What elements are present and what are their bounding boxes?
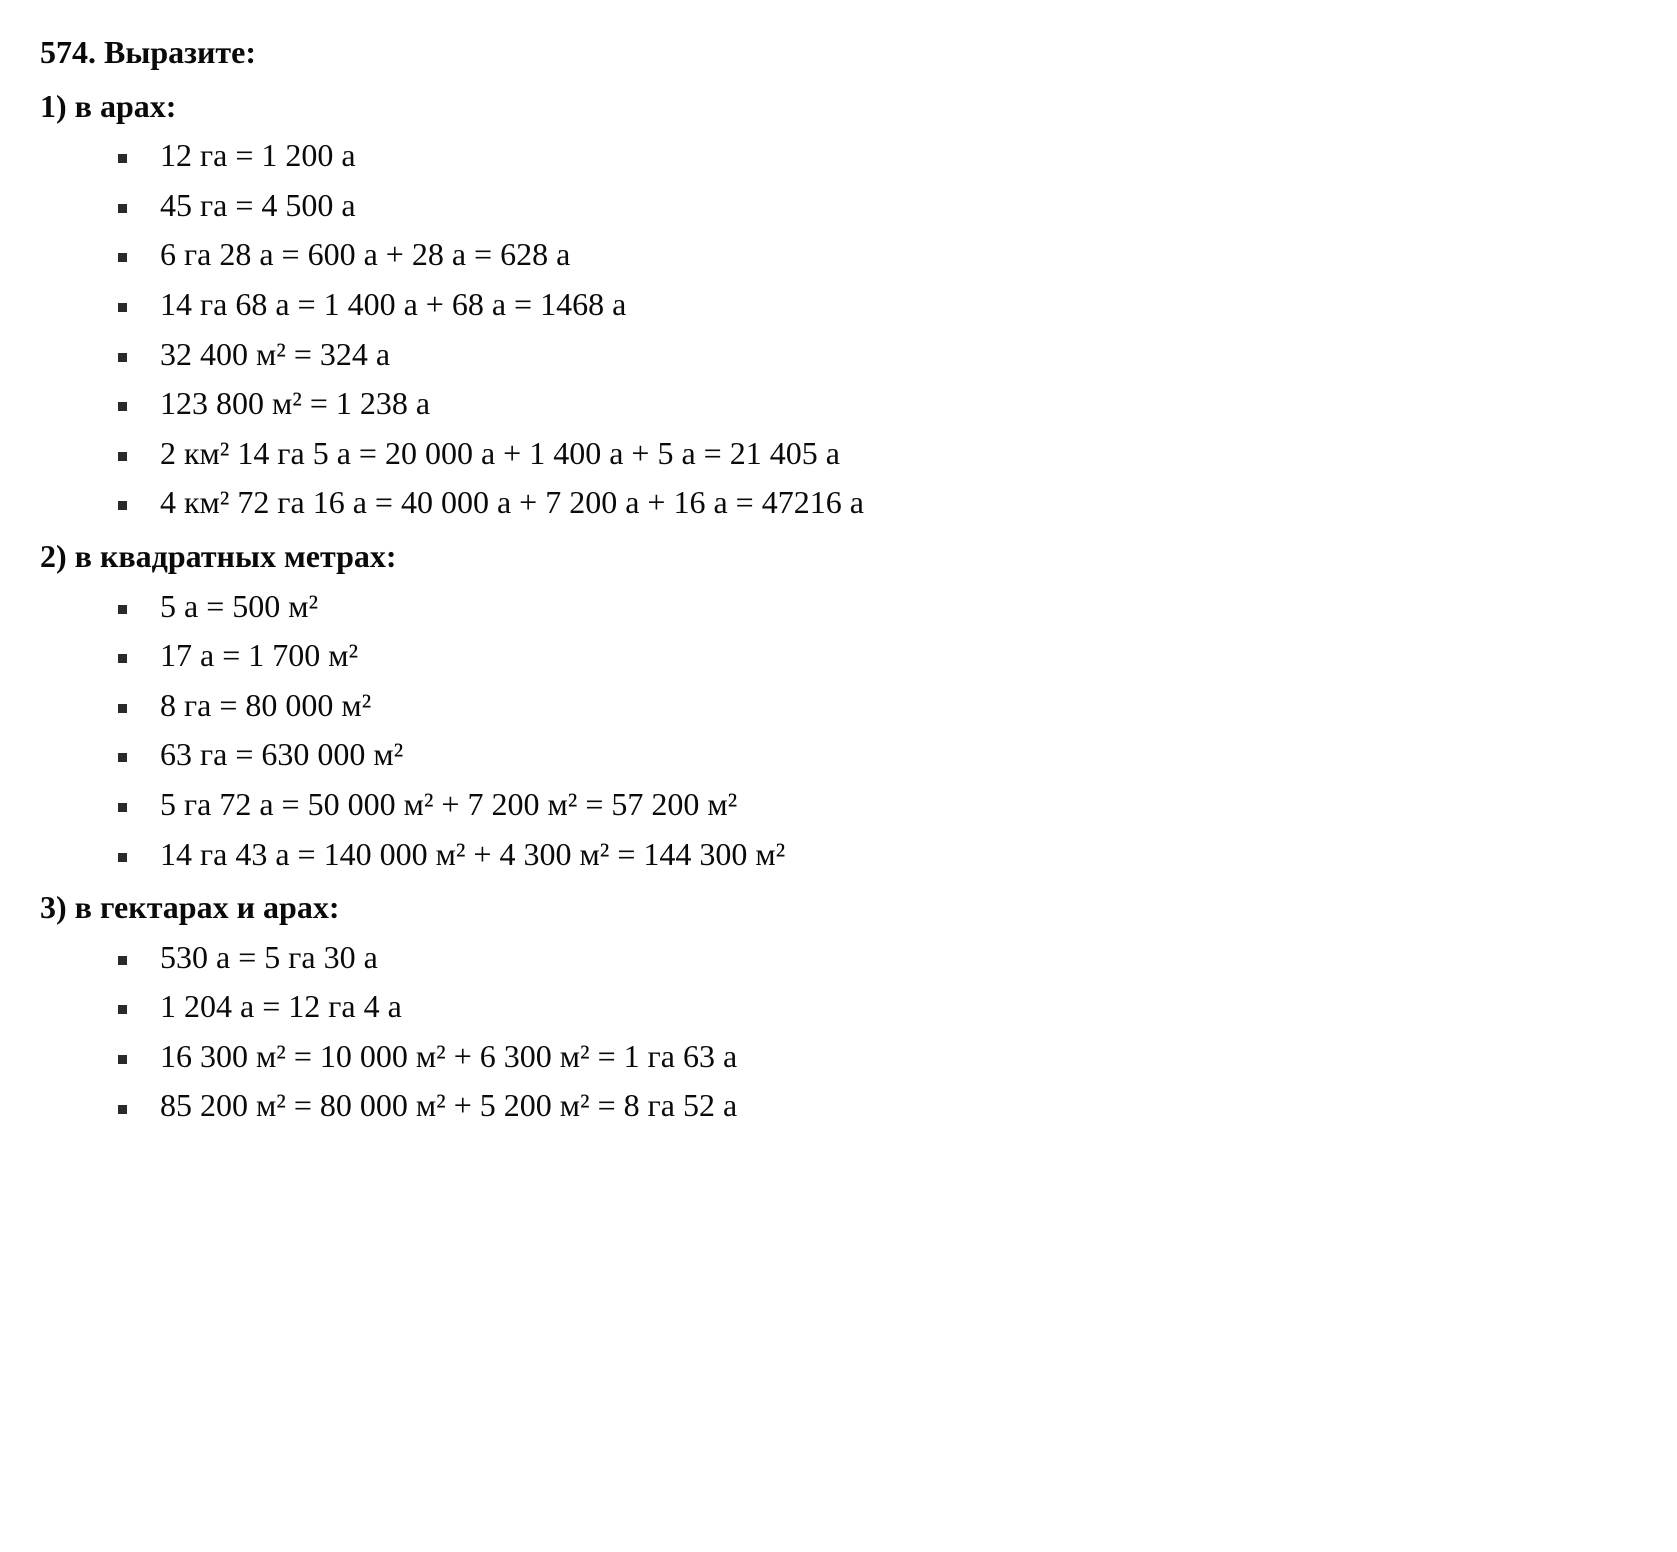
list-item: 85 200 м² = 80 000 м² + 5 200 м² = 8 га … <box>118 1081 1637 1131</box>
list-item-text: 8 га = 80 000 м² <box>160 687 371 723</box>
list-item: 12 га = 1 200 а <box>118 131 1637 181</box>
list-item-text: 12 га = 1 200 а <box>160 137 356 173</box>
list-item-text: 123 800 м² = 1 238 а <box>160 385 430 421</box>
list-item: 14 га 68 а = 1 400 а + 68 а = 1468 а <box>118 280 1637 330</box>
list-item: 123 800 м² = 1 238 а <box>118 379 1637 429</box>
list-item: 63 га = 630 000 м² <box>118 730 1637 780</box>
list-item: 6 га 28 а = 600 а + 28 а = 628 а <box>118 230 1637 280</box>
list-item-text: 45 га = 4 500 а <box>160 187 356 223</box>
exercise-heading: 574. Выразите: <box>40 28 1637 78</box>
list-item-text: 6 га 28 а = 600 а + 28 а = 628 а <box>160 236 570 272</box>
list-item: 17 а = 1 700 м² <box>118 631 1637 681</box>
section-1-label: в арах: <box>75 88 177 124</box>
list-item-text: 530 а = 5 га 30 а <box>160 939 378 975</box>
list-item: 5 а = 500 м² <box>118 582 1637 632</box>
exercise-title: Выразите: <box>104 34 256 70</box>
list-item-text: 16 300 м² = 10 000 м² + 6 300 м² = 1 га … <box>160 1038 737 1074</box>
section-2-label: в квадратных метрах: <box>75 538 397 574</box>
section-3-heading: 3) в гектарах и арах: <box>40 883 1637 933</box>
list-item: 16 300 м² = 10 000 м² + 6 300 м² = 1 га … <box>118 1032 1637 1082</box>
list-item: 14 га 43 а = 140 000 м² + 4 300 м² = 144… <box>118 830 1637 880</box>
list-item-text: 1 204 а = 12 га 4 а <box>160 988 402 1024</box>
list-item-text: 5 га 72 а = 50 000 м² + 7 200 м² = 57 20… <box>160 786 737 822</box>
list-item-text: 32 400 м² = 324 а <box>160 336 390 372</box>
section-1-list: 12 га = 1 200 а 45 га = 4 500 а 6 га 28 … <box>40 131 1637 528</box>
list-item: 530 а = 5 га 30 а <box>118 933 1637 983</box>
section-3-num: 3) <box>40 889 67 925</box>
list-item-text: 14 га 43 а = 140 000 м² + 4 300 м² = 144… <box>160 836 785 872</box>
section-3-list: 530 а = 5 га 30 а 1 204 а = 12 га 4 а 16… <box>40 933 1637 1131</box>
list-item-text: 17 а = 1 700 м² <box>160 637 358 673</box>
list-item-text: 63 га = 630 000 м² <box>160 736 403 772</box>
list-item: 2 км² 14 га 5 а = 20 000 а + 1 400 а + 5… <box>118 429 1637 479</box>
section-2-heading: 2) в квадратных метрах: <box>40 532 1637 582</box>
list-item-text: 14 га 68 а = 1 400 а + 68 а = 1468 а <box>160 286 626 322</box>
list-item-text: 4 км² 72 га 16 а = 40 000 а + 7 200 а + … <box>160 484 864 520</box>
list-item: 45 га = 4 500 а <box>118 181 1637 231</box>
list-item-text: 2 км² 14 га 5 а = 20 000 а + 1 400 а + 5… <box>160 435 840 471</box>
section-3-label: в гектарах и арах: <box>75 889 340 925</box>
list-item-text: 5 а = 500 м² <box>160 588 318 624</box>
list-item: 32 400 м² = 324 а <box>118 330 1637 380</box>
list-item: 5 га 72 а = 50 000 м² + 7 200 м² = 57 20… <box>118 780 1637 830</box>
list-item: 1 204 а = 12 га 4 а <box>118 982 1637 1032</box>
list-item: 8 га = 80 000 м² <box>118 681 1637 731</box>
list-item-text: 85 200 м² = 80 000 м² + 5 200 м² = 8 га … <box>160 1087 737 1123</box>
section-1-heading: 1) в арах: <box>40 82 1637 132</box>
section-2-list: 5 а = 500 м² 17 а = 1 700 м² 8 га = 80 0… <box>40 582 1637 880</box>
exercise-number: 574. <box>40 34 96 70</box>
section-1-num: 1) <box>40 88 67 124</box>
section-2-num: 2) <box>40 538 67 574</box>
list-item: 4 км² 72 га 16 а = 40 000 а + 7 200 а + … <box>118 478 1637 528</box>
